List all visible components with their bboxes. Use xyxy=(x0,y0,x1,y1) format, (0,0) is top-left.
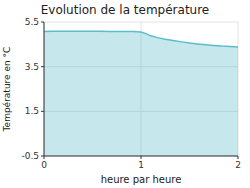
tick-label: 0 xyxy=(41,160,47,170)
tick-label: 2 xyxy=(235,160,241,170)
x-axis-label: heure par heure xyxy=(101,174,182,185)
chart: 0 1 2 -0.5 1.5 3.5 5.5 heure par heure Températu… xyxy=(0,0,250,188)
tick xyxy=(41,66,44,67)
plot-area xyxy=(44,31,238,156)
y-axis-label: Température en °C xyxy=(2,47,12,133)
title: Evolution de la température xyxy=(41,3,210,17)
tick xyxy=(141,156,142,159)
tick xyxy=(41,156,44,157)
tick-label: 1.5 xyxy=(25,106,39,116)
grid xyxy=(44,22,238,156)
tick-label: 1 xyxy=(138,160,144,170)
line xyxy=(44,31,238,47)
tick xyxy=(41,22,44,23)
area xyxy=(44,31,238,156)
grid-line xyxy=(44,22,45,156)
tick xyxy=(238,156,239,159)
y-axis xyxy=(44,22,45,156)
tick-label: -0.5 xyxy=(21,151,39,161)
tick-label: 5.5 xyxy=(25,17,39,27)
tick-label: 3.5 xyxy=(25,62,39,72)
tick xyxy=(41,111,44,112)
